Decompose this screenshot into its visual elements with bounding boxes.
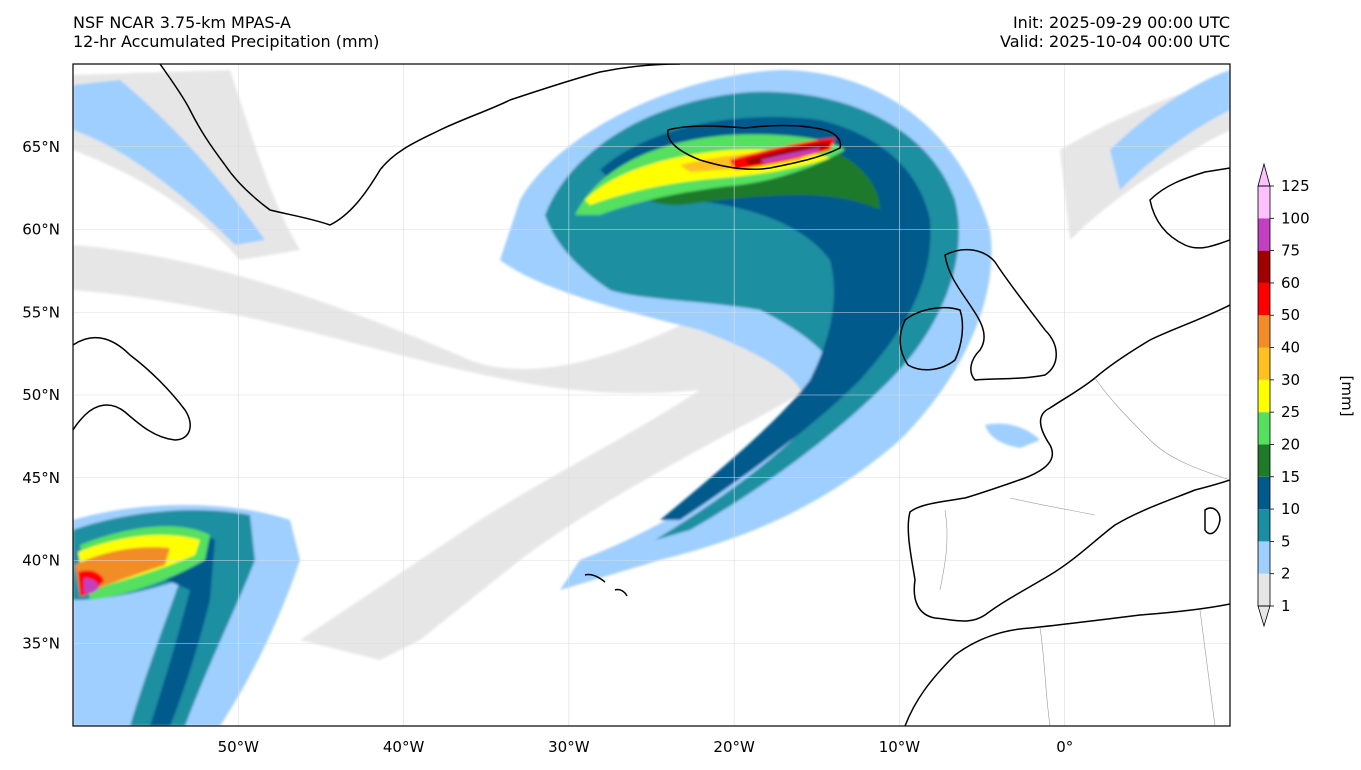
lon-label: 40°W [383,738,425,756]
colorbar-title: [mm] [1338,376,1356,417]
europe-coast [907,304,1230,622]
init-time: Init: 2025-09-29 00:00 UTC [1012,13,1230,32]
colorbar-segment [1258,315,1270,348]
britain-coast [944,248,1057,381]
lat-label: 60°N [22,221,60,239]
colorbar-segment [1258,218,1270,251]
colorbar-segment [1258,509,1270,542]
lat-label: 50°N [22,386,60,404]
title-right: Init: 2025-09-29 00:00 UTC Valid: 2025-1… [1000,13,1230,51]
valid-time: Valid: 2025-10-04 00:00 UTC [999,32,1230,51]
precip-100mm-sw [84,578,99,594]
colorbar-segment [1258,541,1270,574]
lon-label: 30°W [548,738,590,756]
lon-label: 10°W [879,738,921,756]
colorbar-level-label: 125 [1281,177,1310,195]
colorbar-segment [1258,573,1270,606]
model-title: NSF NCAR 3.75-km MPAS-A [73,13,291,32]
latitude-labels: 65°N 60°N 55°N 50°N 45°N 40°N 35°N [22,138,60,653]
colorbar-level-label: 20 [1281,435,1300,453]
north-africa-coast [904,603,1230,726]
title-left: NSF NCAR 3.75-km MPAS-A 12-hr Accumulate… [73,13,379,51]
field-title: 12-hr Accumulated Precipitation (mm) [73,32,380,51]
coastlines [73,64,1230,726]
colorbar-segment [1258,282,1270,316]
colorbar-segment [1258,412,1270,445]
colorbar-level-label: 10 [1281,500,1300,518]
colorbar-level-label: 30 [1281,371,1300,389]
azores-islands [584,573,628,597]
border-central-europe [1094,377,1230,481]
colorbar-level-label: 40 [1281,339,1300,357]
map-area [73,64,1230,726]
lat-label: 55°N [22,303,60,321]
lat-label: 45°N [22,469,60,487]
colorbar-level-label: 5 [1281,532,1291,550]
colorbar-segment [1258,444,1270,477]
sardinia-coast [1204,507,1221,535]
colorbar-level-label: 50 [1281,306,1300,324]
colorbar-level-label: 25 [1281,403,1300,421]
colorbar-segment [1258,379,1270,413]
colorbar-extend-max [1257,162,1271,187]
precip-10mm-cyclone [600,117,931,520]
border-france-spain [1009,497,1096,516]
colorbar-extend-min [1257,605,1271,628]
precip-2mm-ne [1110,70,1230,190]
newfoundland-coast [73,336,191,441]
scandinavia-coast [1149,167,1230,249]
colorbar-level-label: 75 [1281,242,1300,260]
lat-label: 35°N [22,634,60,652]
colorbar-level-label: 100 [1281,209,1310,227]
longitude-labels: 50°W 40°W 30°W 20°W 10°W 0° [218,738,1074,756]
precip-1mm-band [73,220,900,660]
colorbar-segment [1258,186,1270,219]
colorbar-level-label: 1 [1281,597,1291,615]
precip-2mm-nw [73,80,265,245]
colorbar-segment [1258,347,1270,380]
precip-75mm [760,148,820,163]
lat-label: 65°N [22,138,60,156]
lon-label: 0° [1056,738,1073,756]
colorbar-segment [1258,476,1270,510]
lat-label: 40°N [22,552,60,570]
colorbar-outline [1257,185,1271,607]
ireland-coast [899,307,964,371]
colorbar-level-label: 60 [1281,274,1300,292]
precip-10mm-sw [85,529,215,726]
precipitation-field [73,70,1230,726]
lon-label: 50°W [218,738,260,756]
precip-2mm-biscay [985,423,1040,448]
gridlines [73,64,1230,726]
border-spain-portugal [939,509,948,591]
country-borders [939,377,1230,726]
colorbar-level-label: 2 [1281,565,1291,583]
colorbar-level-label: 15 [1281,468,1300,486]
border-north-africa [1039,609,1216,726]
colorbar-segment [1258,250,1270,283]
greenland-coast [159,64,681,226]
iceland-coast [667,124,842,171]
map-frame [72,63,1231,727]
lon-label: 20°W [713,738,755,756]
